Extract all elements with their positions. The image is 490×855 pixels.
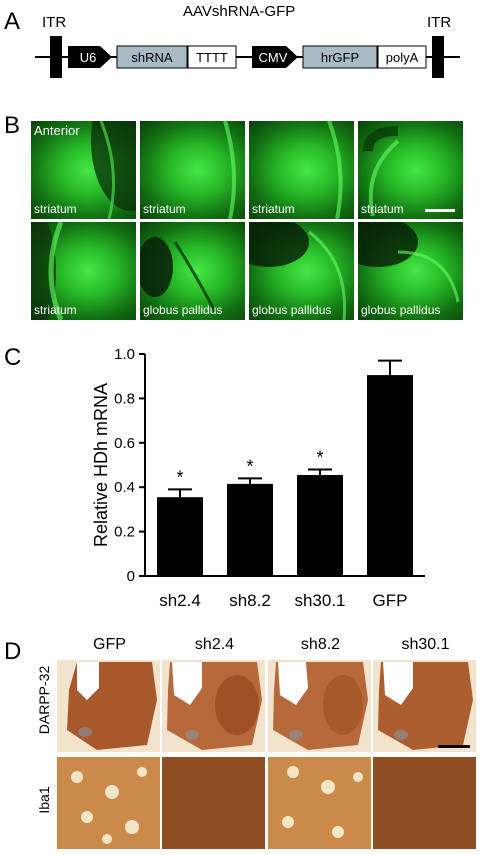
micrograph-texture <box>249 222 347 320</box>
row-header-darpp32: DARPP-32 <box>36 665 52 735</box>
hrgfp-label: hrGFP <box>321 50 359 65</box>
column-header-gfp: GFP <box>93 636 126 653</box>
y-tick-label: 0.2 <box>114 524 135 541</box>
y-tick-label: 1.0 <box>114 346 135 363</box>
micrograph-label: striatum <box>34 202 77 216</box>
micrograph-7: globus pallidus <box>249 222 354 320</box>
y-tick-label: 0.8 <box>114 390 135 407</box>
stained-section <box>282 766 363 838</box>
x-tick-label: sh2.4 <box>159 591 201 610</box>
micrograph-8: globus pallidus <box>358 222 463 320</box>
shrna-label: shRNA <box>131 50 173 65</box>
significance-marker: * <box>176 467 183 487</box>
shrna-box <box>116 45 188 69</box>
bar <box>157 497 203 576</box>
itr-left-block <box>50 36 62 78</box>
micrograph-label: globus pallidus <box>252 303 332 317</box>
micrograph-label: striatum <box>361 202 404 216</box>
micrograph-label: globus pallidus <box>361 303 441 317</box>
micrograph-2: striatum <box>140 121 245 219</box>
column-header-sh30-1: sh30.1 <box>401 636 450 653</box>
micrograph-texture <box>223 121 236 219</box>
hrgfp-box <box>302 45 378 69</box>
tttt-box <box>187 45 237 69</box>
anterior-label: Anterior <box>34 123 80 138</box>
micrograph-label: globus pallidus <box>143 303 223 317</box>
y-tick-label: 0 <box>127 568 135 585</box>
row-header-iba1: Iba1 <box>36 786 52 814</box>
darpp-sh2-4-image <box>162 660 265 752</box>
scale-bar <box>438 745 470 748</box>
panel-a-letter: A <box>4 8 21 35</box>
micrograph-texture <box>327 121 343 219</box>
micrograph-label: striatum <box>252 202 295 216</box>
micrograph-label: striatum <box>143 202 186 216</box>
x-tick-label: GFP <box>373 591 408 610</box>
darpp-sh30-1-image <box>373 660 476 752</box>
iba1-sh8-2-image <box>268 757 371 849</box>
y-tick-label: 0.4 <box>114 479 135 496</box>
significance-marker: * <box>246 456 253 476</box>
x-tick-label: sh30.1 <box>294 591 345 610</box>
iba1-gfp-image <box>57 757 160 849</box>
bar <box>227 483 273 576</box>
stained-section <box>378 662 473 750</box>
micrograph-6: globus pallidus <box>140 222 245 320</box>
cmv-promoter-arrow <box>252 46 298 68</box>
itr-left-label: ITR <box>42 14 67 31</box>
panel-c-letter: C <box>4 344 22 371</box>
significance-marker: * <box>316 447 323 467</box>
panel-b-letter: B <box>4 112 21 139</box>
darpp-gfp-image <box>57 660 160 752</box>
scale-bar <box>425 209 455 212</box>
u6-label: U6 <box>80 50 97 65</box>
cmv-label: CMV <box>259 50 288 65</box>
micrograph-texture <box>91 121 136 219</box>
micrograph-texture <box>31 222 64 320</box>
stained-section <box>71 767 147 844</box>
polya-box <box>377 45 427 69</box>
micrograph-texture <box>358 222 460 303</box>
bar <box>297 474 343 576</box>
polya-label: polyA <box>386 50 419 65</box>
tttt-label: TTTT <box>196 50 228 65</box>
panel-d-letter: D <box>4 638 22 665</box>
stained-section <box>67 662 157 750</box>
column-header-sh2-4: sh2.4 <box>194 636 235 653</box>
stained-section <box>167 662 262 750</box>
micrograph-texture <box>363 126 455 217</box>
iba1-sh2-4-image <box>162 757 265 849</box>
y-tick-label: 0.6 <box>114 435 135 452</box>
itr-right-block <box>432 36 444 78</box>
micrograph-label: striatum <box>34 303 77 317</box>
stained-section <box>273 662 368 750</box>
bar <box>367 375 413 576</box>
u6-promoter-arrow <box>68 46 112 68</box>
construct-diagram: U6 shRNA TTTT CMV hrGFP polyA <box>35 36 460 78</box>
column-header-sh8-2: sh8.2 <box>300 636 341 653</box>
bar-chart: 0 0.2 0.4 0.6 0.8 1.0 Relative HDh mRNA * sh2.4 *… <box>91 346 425 610</box>
construct-title: AAVshRNA-GFP <box>183 3 296 20</box>
y-axis-label: Relative HDh mRNA <box>91 383 111 547</box>
iba1-sh30-1-image <box>373 757 476 849</box>
micrograph-3: striatum <box>249 121 354 219</box>
micrograph-4: striatum <box>358 121 463 219</box>
micrograph-1: Anterior striatum <box>31 121 136 219</box>
darpp-sh8-2-image <box>268 660 371 752</box>
micrograph-texture <box>140 237 217 313</box>
itr-right-label: ITR <box>427 14 452 31</box>
micrograph-5: striatum <box>31 222 136 320</box>
x-tick-label: sh8.2 <box>229 591 271 610</box>
